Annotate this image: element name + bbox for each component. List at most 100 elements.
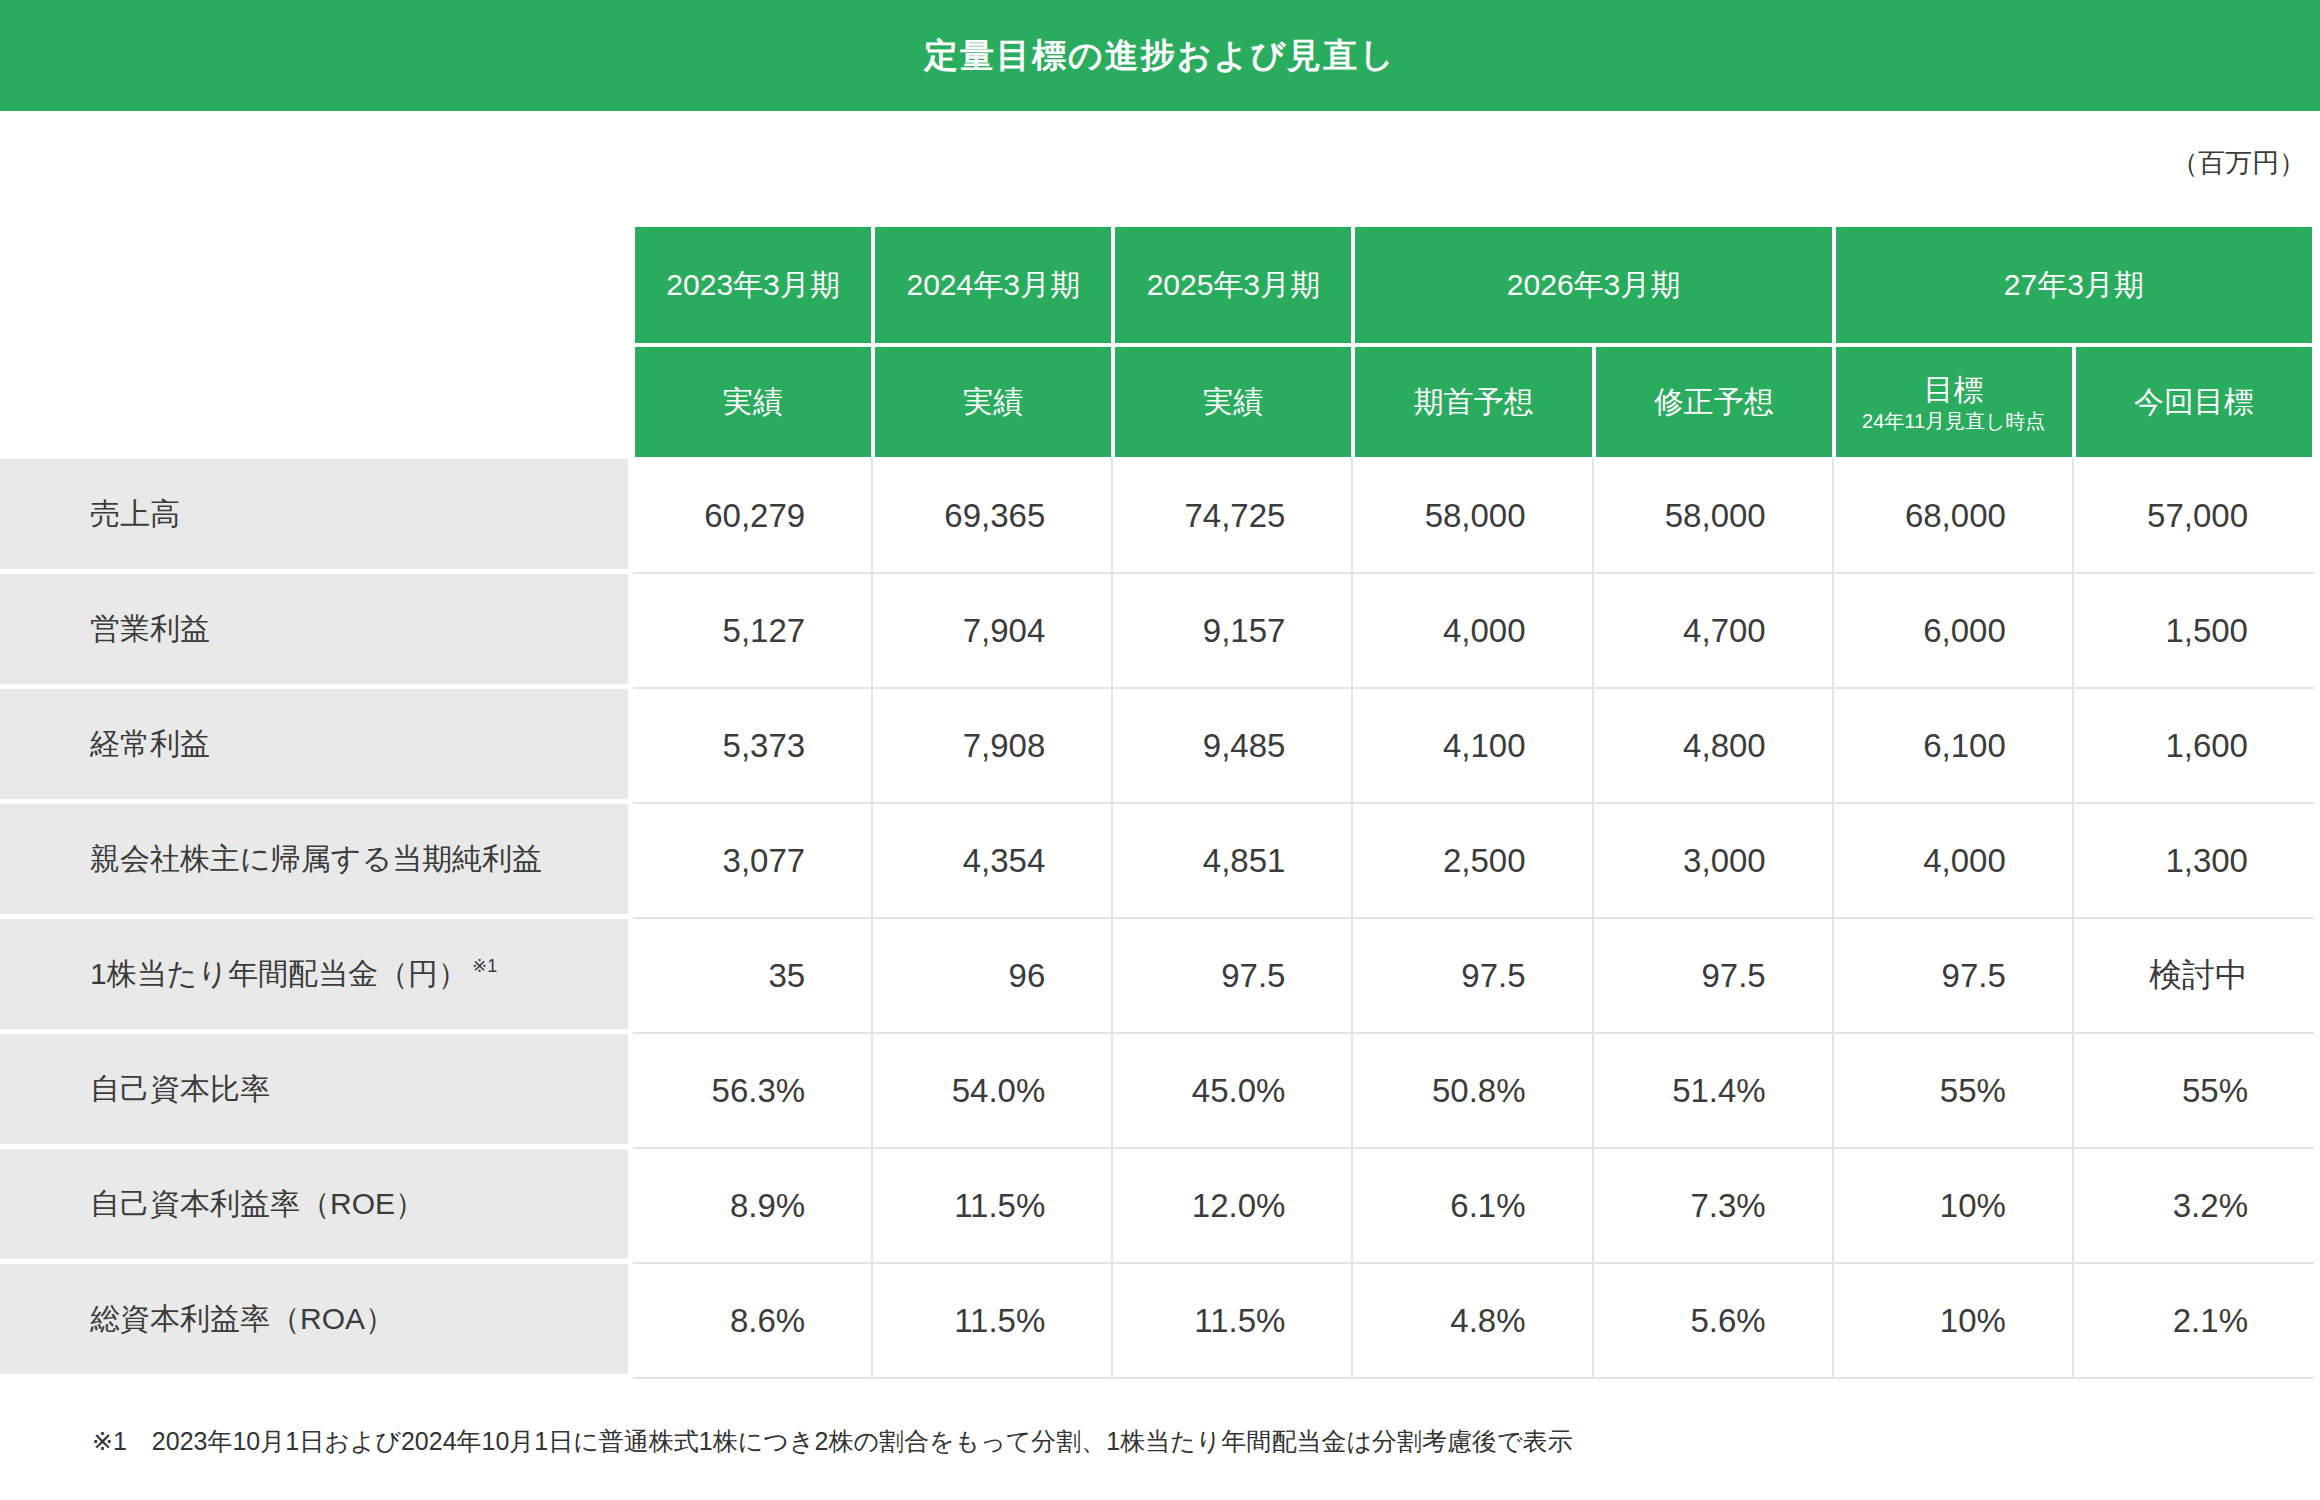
column-sub-label: 今回目標 bbox=[2134, 383, 2254, 421]
data-cell: 45.0% bbox=[1113, 1034, 1353, 1149]
data-cell: 55% bbox=[2074, 1034, 2314, 1149]
data-cell: 96 bbox=[873, 919, 1113, 1034]
data-cell: 4,700 bbox=[1594, 574, 1834, 689]
data-cell: 11.5% bbox=[1113, 1264, 1353, 1379]
data-cell: 4,000 bbox=[1834, 804, 2074, 919]
data-cell: 7,908 bbox=[873, 689, 1113, 804]
data-cell: 5,127 bbox=[633, 574, 873, 689]
data-cell: 97.5 bbox=[1353, 919, 1593, 1034]
data-cell: 10% bbox=[1834, 1149, 2074, 1264]
data-cell: 58,000 bbox=[1594, 459, 1834, 574]
column-group-header: 2024年3月期 bbox=[873, 225, 1113, 345]
column-sub-label: 実績 bbox=[723, 383, 783, 421]
data-cell: 3.2% bbox=[2074, 1149, 2314, 1264]
column-sub-label: 実績 bbox=[963, 383, 1023, 421]
row-label: 自己資本比率 bbox=[0, 1034, 633, 1149]
unit-label-row: （百万円） bbox=[0, 145, 2314, 185]
data-cell: 8.6% bbox=[633, 1264, 873, 1379]
row-label: 1株当たり年間配当金（円）※1 bbox=[0, 919, 633, 1034]
row-label-text: 自己資本利益率（ROE） bbox=[90, 1184, 425, 1225]
data-cell: 3,000 bbox=[1594, 804, 1834, 919]
row-label-text: 1株当たり年間配当金（円） bbox=[90, 954, 468, 995]
column-sub-header: 期首予想 bbox=[1353, 345, 1593, 459]
data-cell: 5.6% bbox=[1594, 1264, 1834, 1379]
column-sub-header: 今回目標 bbox=[2074, 345, 2314, 459]
data-cell: 1,600 bbox=[2074, 689, 2314, 804]
row-label: 営業利益 bbox=[0, 574, 633, 689]
data-cell: 74,725 bbox=[1113, 459, 1353, 574]
data-cell: 68,000 bbox=[1834, 459, 2074, 574]
data-cell: 検討中 bbox=[2074, 919, 2314, 1034]
row-label: 自己資本利益率（ROE） bbox=[0, 1149, 633, 1264]
column-group-label: 2024年3月期 bbox=[906, 266, 1079, 304]
column-sub-label: 実績 bbox=[1203, 383, 1263, 421]
data-cell: 69,365 bbox=[873, 459, 1113, 574]
data-cell: 5,373 bbox=[633, 689, 873, 804]
data-cell: 4,100 bbox=[1353, 689, 1593, 804]
data-cell: 97.5 bbox=[1113, 919, 1353, 1034]
column-sub-header: 修正予想 bbox=[1594, 345, 1834, 459]
data-cell: 7,904 bbox=[873, 574, 1113, 689]
table-corner-spacer bbox=[0, 225, 633, 459]
data-cell: 58,000 bbox=[1353, 459, 1593, 574]
data-cell: 56.3% bbox=[633, 1034, 873, 1149]
data-cell: 6.1% bbox=[1353, 1149, 1593, 1264]
data-cell: 35 bbox=[633, 919, 873, 1034]
data-cell: 4,354 bbox=[873, 804, 1113, 919]
column-sub-label: 修正予想 bbox=[1654, 383, 1774, 421]
data-cell: 97.5 bbox=[1834, 919, 2074, 1034]
column-group-label: 27年3月期 bbox=[2004, 266, 2144, 304]
data-cell: 60,279 bbox=[633, 459, 873, 574]
column-group-header: 2023年3月期 bbox=[633, 225, 873, 345]
data-cell: 12.0% bbox=[1113, 1149, 1353, 1264]
column-sub-label: 目標 bbox=[1924, 371, 1984, 409]
footnote: ※1 2023年10月1日および2024年10月1日に普通株式1株につき2株の割… bbox=[0, 1425, 2320, 1458]
data-cell: 50.8% bbox=[1353, 1034, 1593, 1149]
data-cell: 11.5% bbox=[873, 1149, 1113, 1264]
column-group-label: 2025年3月期 bbox=[1147, 266, 1320, 304]
column-sub-header: 実績 bbox=[1113, 345, 1353, 459]
data-cell: 4,800 bbox=[1594, 689, 1834, 804]
title-bar: 定量目標の進捗および見直し bbox=[0, 0, 2320, 111]
data-cell: 97.5 bbox=[1594, 919, 1834, 1034]
column-sub-header: 目標24年11月見直し時点 bbox=[1834, 345, 2074, 459]
row-label-text: 親会社株主に帰属する当期純利益 bbox=[90, 839, 542, 880]
data-cell: 6,100 bbox=[1834, 689, 2074, 804]
row-label-text: 売上高 bbox=[90, 494, 180, 535]
column-group-label: 2023年3月期 bbox=[666, 266, 839, 304]
data-cell: 6,000 bbox=[1834, 574, 2074, 689]
data-cell: 4.8% bbox=[1353, 1264, 1593, 1379]
data-cell: 54.0% bbox=[873, 1034, 1113, 1149]
row-label-text: 総資本利益率（ROA） bbox=[90, 1299, 395, 1340]
data-cell: 51.4% bbox=[1594, 1034, 1834, 1149]
row-label-footnote-marker: ※1 bbox=[472, 955, 497, 977]
column-group-label: 2026年3月期 bbox=[1507, 266, 1680, 304]
data-cell: 57,000 bbox=[2074, 459, 2314, 574]
column-group-header: 2025年3月期 bbox=[1113, 225, 1353, 345]
data-cell: 1,300 bbox=[2074, 804, 2314, 919]
data-cell: 11.5% bbox=[873, 1264, 1113, 1379]
row-label-text: 自己資本比率 bbox=[90, 1069, 270, 1110]
data-cell: 7.3% bbox=[1594, 1149, 1834, 1264]
data-cell: 3,077 bbox=[633, 804, 873, 919]
data-cell: 1,500 bbox=[2074, 574, 2314, 689]
row-label-text: 営業利益 bbox=[90, 609, 210, 650]
data-cell: 4,851 bbox=[1113, 804, 1353, 919]
column-group-header: 27年3月期 bbox=[1834, 225, 2314, 345]
column-group-header: 2026年3月期 bbox=[1353, 225, 1833, 345]
data-cell: 10% bbox=[1834, 1264, 2074, 1379]
data-cell: 8.9% bbox=[633, 1149, 873, 1264]
row-label: 売上高 bbox=[0, 459, 633, 574]
page-title: 定量目標の進捗および見直し bbox=[924, 33, 1396, 79]
row-label: 親会社株主に帰属する当期純利益 bbox=[0, 804, 633, 919]
column-sub-label: 期首予想 bbox=[1413, 383, 1533, 421]
financial-targets-table: 2023年3月期 2024年3月期 2025年3月期 2026年3月期 27年3月期実績… bbox=[0, 225, 2314, 1379]
column-sub-header: 実績 bbox=[873, 345, 1113, 459]
data-cell: 2.1% bbox=[2074, 1264, 2314, 1379]
data-cell: 2,500 bbox=[1353, 804, 1593, 919]
row-label: 経常利益 bbox=[0, 689, 633, 804]
column-sub-header: 実績 bbox=[633, 345, 873, 459]
data-cell: 9,157 bbox=[1113, 574, 1353, 689]
unit-label: （百万円） bbox=[2171, 148, 2306, 178]
data-cell: 9,485 bbox=[1113, 689, 1353, 804]
